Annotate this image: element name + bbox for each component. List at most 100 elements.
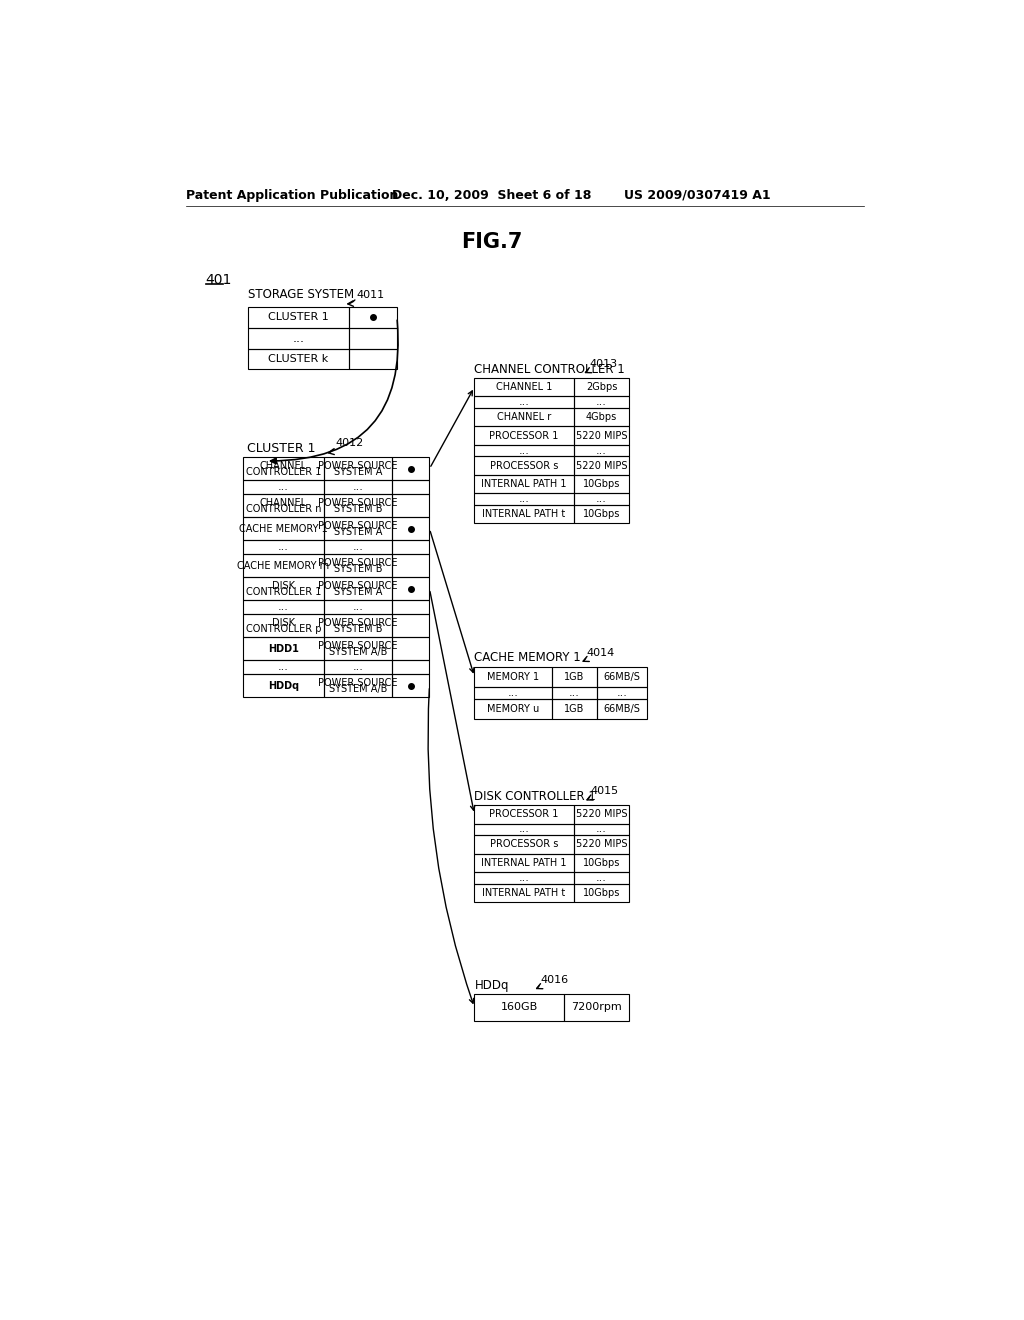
Text: ...: ... — [352, 543, 364, 552]
Text: 1GB: 1GB — [564, 672, 585, 681]
Text: ...: ... — [352, 482, 364, 492]
Text: ...: ... — [616, 688, 628, 698]
Text: Dec. 10, 2009  Sheet 6 of 18: Dec. 10, 2009 Sheet 6 of 18 — [391, 189, 591, 202]
Bar — [552, 700, 597, 719]
Text: Patent Application Publication: Patent Application Publication — [186, 189, 398, 202]
Bar — [248, 308, 349, 327]
Bar — [392, 601, 429, 614]
Text: CONTROLLER n: CONTROLLER n — [246, 504, 322, 513]
Bar — [392, 480, 429, 494]
Text: SYSTEM A/B: SYSTEM A/B — [329, 647, 387, 657]
Bar — [324, 457, 392, 480]
Bar — [474, 805, 573, 824]
Bar — [248, 327, 349, 348]
Bar — [392, 494, 429, 517]
Bar — [474, 667, 552, 686]
Text: 401: 401 — [206, 273, 231, 286]
Text: 5220 MIPS: 5220 MIPS — [575, 809, 628, 820]
Bar — [474, 994, 563, 1020]
Text: SYSTEM B: SYSTEM B — [334, 624, 382, 634]
Bar — [243, 660, 324, 675]
Bar — [573, 457, 630, 475]
Text: ...: ... — [278, 543, 289, 552]
Bar — [474, 854, 573, 873]
Text: ...: ... — [596, 494, 607, 504]
Text: POWER SOURCE: POWER SOURCE — [318, 640, 398, 651]
Text: ...: ... — [596, 825, 607, 834]
Bar — [324, 480, 392, 494]
Bar — [573, 824, 630, 836]
Text: 7200rpm: 7200rpm — [571, 1002, 622, 1012]
Bar — [573, 873, 630, 884]
Bar — [573, 506, 630, 524]
Text: ...: ... — [278, 602, 289, 612]
Bar — [573, 854, 630, 873]
Bar — [392, 577, 429, 601]
Bar — [324, 601, 392, 614]
Text: POWER SOURCE: POWER SOURCE — [318, 677, 398, 688]
Bar — [573, 378, 630, 396]
Bar — [324, 614, 392, 638]
Bar — [243, 457, 324, 480]
Text: INTERNAL PATH t: INTERNAL PATH t — [482, 888, 565, 898]
Text: CONTROLLER 1: CONTROLLER 1 — [246, 587, 322, 597]
Bar — [474, 445, 573, 457]
Bar — [324, 517, 392, 540]
Bar — [474, 475, 573, 494]
Text: 5220 MIPS: 5220 MIPS — [575, 840, 628, 850]
Bar — [552, 667, 597, 686]
Bar — [573, 408, 630, 426]
Text: 5220 MIPS: 5220 MIPS — [575, 461, 628, 471]
Bar — [243, 480, 324, 494]
Bar — [324, 638, 392, 660]
Text: ...: ... — [508, 688, 518, 698]
Bar — [573, 445, 630, 457]
Text: 4014: 4014 — [587, 648, 615, 657]
Text: CLUSTER k: CLUSTER k — [268, 354, 329, 364]
Bar — [243, 517, 324, 540]
Bar — [563, 994, 630, 1020]
Bar — [324, 577, 392, 601]
Text: ...: ... — [596, 446, 607, 455]
Bar — [392, 638, 429, 660]
Text: SYSTEM A: SYSTEM A — [334, 527, 382, 537]
Text: CACHE MEMORY 1: CACHE MEMORY 1 — [474, 651, 582, 664]
Bar — [573, 426, 630, 445]
Text: POWER SOURCE: POWER SOURCE — [318, 461, 398, 471]
Text: CACHE MEMORY 1: CACHE MEMORY 1 — [239, 524, 328, 533]
Text: DISK: DISK — [272, 581, 295, 591]
Bar — [349, 348, 397, 370]
Bar — [573, 884, 630, 903]
Text: ...: ... — [278, 663, 289, 672]
Text: POWER SOURCE: POWER SOURCE — [318, 557, 398, 568]
Bar — [324, 540, 392, 554]
Text: 10Gbps: 10Gbps — [583, 510, 621, 519]
Bar — [474, 408, 573, 426]
Text: 4011: 4011 — [356, 290, 385, 301]
Text: US 2009/0307419 A1: US 2009/0307419 A1 — [624, 189, 771, 202]
Text: 4012: 4012 — [336, 438, 364, 449]
Text: ...: ... — [352, 663, 364, 672]
Bar — [243, 675, 324, 697]
Bar — [474, 378, 573, 396]
Text: 4015: 4015 — [591, 787, 618, 796]
Bar — [243, 494, 324, 517]
Bar — [248, 348, 349, 370]
Bar — [474, 884, 573, 903]
Text: ...: ... — [278, 482, 289, 492]
Text: SYSTEM A: SYSTEM A — [334, 587, 382, 597]
Text: CHANNEL: CHANNEL — [260, 498, 307, 508]
Bar — [474, 426, 573, 445]
Bar — [243, 614, 324, 638]
Text: HDD1: HDD1 — [268, 644, 299, 653]
Bar — [243, 638, 324, 660]
Text: 4016: 4016 — [541, 975, 568, 985]
Text: ...: ... — [518, 446, 529, 455]
Text: 10Gbps: 10Gbps — [583, 479, 621, 490]
Text: PROCESSOR 1: PROCESSOR 1 — [489, 809, 559, 820]
Bar — [597, 686, 647, 700]
Text: ...: ... — [518, 825, 529, 834]
Text: DISK CONTROLLER 1: DISK CONTROLLER 1 — [474, 789, 596, 803]
Text: PROCESSOR s: PROCESSOR s — [489, 461, 558, 471]
Text: 4Gbps: 4Gbps — [586, 412, 617, 422]
